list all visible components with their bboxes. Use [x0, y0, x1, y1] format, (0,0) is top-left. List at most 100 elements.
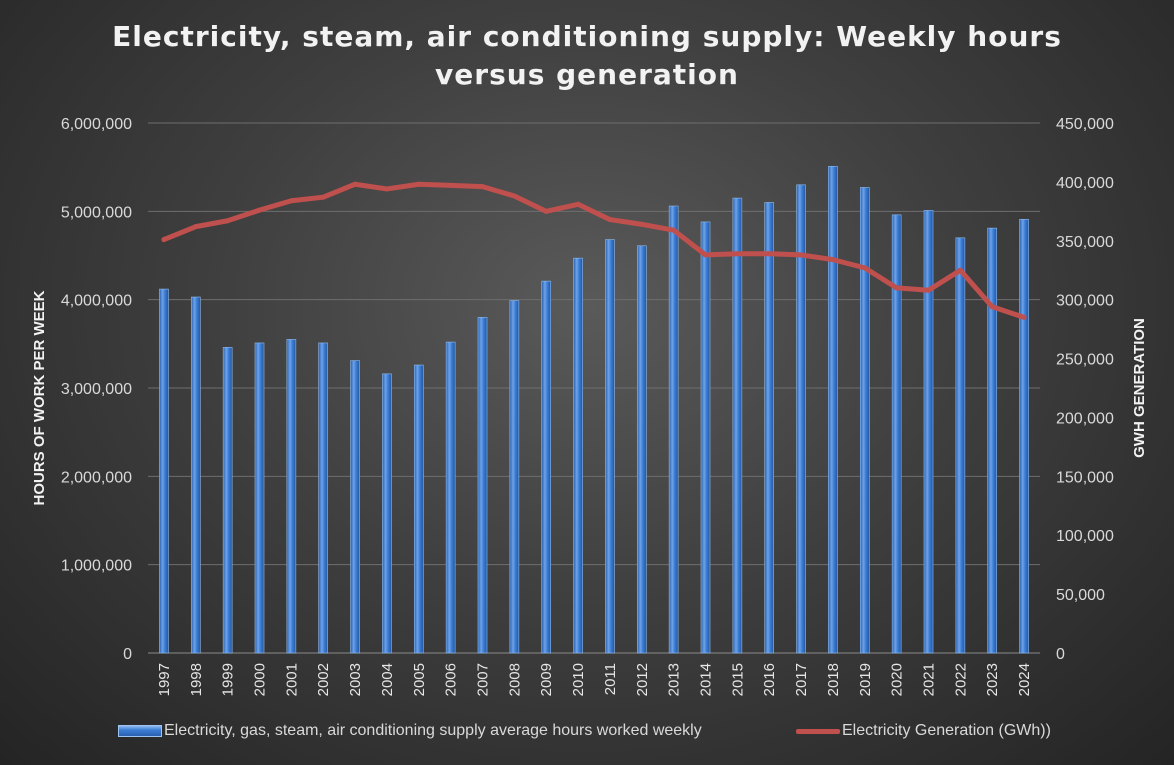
y-axis-title: HOURS OF WORK PER WEEK	[31, 290, 48, 505]
bar	[159, 288, 169, 654]
x-tick-label: 2013	[666, 663, 683, 696]
generation-point	[926, 287, 931, 293]
x-tick-label: 2022	[952, 663, 969, 696]
generation-point	[639, 221, 645, 227]
bar	[222, 347, 233, 654]
bar	[509, 300, 520, 654]
x-tick-label: 2003	[347, 663, 364, 696]
y2-tick-label: 250,000	[1056, 352, 1114, 369]
x-tick-label: 2017	[793, 663, 810, 696]
bar	[828, 165, 838, 654]
bar	[955, 237, 966, 654]
x-tick-label: 1999	[220, 663, 237, 696]
bar	[700, 221, 711, 654]
y2-tick-label: 350,000	[1056, 234, 1114, 251]
x-tick-label: 2010	[570, 663, 587, 696]
legend-item-generation: Electricity Generation (GWh))	[796, 722, 1051, 740]
x-tick-label: 2000	[252, 663, 269, 696]
chart-title: Electricity, steam, air conditioning sup…	[112, 20, 1062, 91]
y2-tick-label: 150,000	[1056, 469, 1114, 486]
y2-tick-label: 50,000	[1056, 587, 1105, 604]
x-tick-label: 2014	[698, 663, 715, 696]
y-tick-label: 5,000,000	[61, 204, 132, 221]
x-tick-label: 2016	[761, 663, 778, 696]
bar	[732, 197, 743, 654]
y2-tick-label: 100,000	[1056, 528, 1114, 545]
y2-tick-label: 400,000	[1056, 175, 1114, 192]
generation-point	[894, 285, 900, 291]
y-tick-label: 4,000,000	[61, 293, 132, 310]
bar	[382, 373, 392, 654]
bar	[891, 214, 902, 654]
bar	[350, 360, 360, 654]
x-tick-label: 2005	[411, 663, 428, 696]
generation-point	[320, 194, 326, 200]
bar	[254, 342, 265, 654]
legend-swatch-bars	[118, 725, 162, 737]
bar	[859, 187, 870, 654]
generation-line	[161, 181, 1027, 320]
bar	[318, 342, 329, 654]
bar	[477, 317, 488, 654]
x-tick-label: 1998	[188, 663, 205, 696]
legend-label-hours: Electricity, gas, steam, air conditionin…	[164, 722, 702, 739]
bar	[923, 210, 934, 654]
generation-point	[830, 257, 836, 263]
bar	[445, 341, 456, 654]
legend-label-generation: Electricity Generation (GWh))	[842, 722, 1051, 739]
bar	[573, 257, 583, 654]
bar	[668, 205, 679, 654]
x-tick-label: 2004	[379, 663, 396, 696]
x-tick-label: 2002	[315, 663, 332, 696]
x-tick-label: 2024	[1016, 663, 1033, 696]
generation-point	[448, 182, 454, 188]
x-tick-label: 2020	[889, 663, 906, 696]
x-tick-label: 2007	[475, 663, 492, 696]
y-tick-label: 6,000,000	[61, 116, 132, 133]
generation-point	[798, 252, 804, 258]
x-tick-label: 2023	[984, 663, 1001, 696]
generation-point	[225, 218, 231, 224]
x-tick-label: 2015	[729, 663, 746, 696]
y-tick-label: 3,000,000	[61, 381, 132, 398]
generation-point	[575, 201, 581, 207]
bar	[636, 245, 647, 654]
legend-swatch-line	[796, 728, 840, 734]
generation-point	[1021, 314, 1027, 320]
x-tick-label: 2018	[825, 663, 842, 696]
generation-point	[989, 304, 995, 310]
x-tick-label: 2021	[921, 663, 938, 696]
x-tick-label: 1997	[156, 663, 173, 696]
bar	[190, 296, 201, 654]
legend-item-hours: Electricity, gas, steam, air conditionin…	[118, 722, 702, 740]
generation-point	[480, 184, 485, 190]
x-tick-label: 2001	[283, 663, 300, 696]
generation-point	[543, 208, 549, 214]
y2-tick-label: 200,000	[1056, 410, 1114, 427]
x-tick-label: 2006	[443, 663, 460, 696]
x-tick-label: 2019	[857, 663, 874, 696]
bar	[1019, 218, 1029, 654]
generation-point	[161, 237, 167, 243]
bar	[541, 280, 552, 654]
x-tick-label: 2009	[538, 663, 555, 696]
generation-point	[416, 181, 422, 187]
y-tick-label: 0	[123, 646, 132, 663]
y-tick-label: 1,000,000	[61, 558, 132, 575]
bar	[987, 227, 998, 654]
generation-point	[957, 267, 963, 273]
generation-point	[671, 227, 677, 233]
generation-point	[193, 224, 199, 230]
y2-tick-label: 450,000	[1056, 116, 1114, 133]
generation-point	[384, 186, 390, 192]
legend: Electricity, gas, steam, air conditionin…	[0, 722, 1174, 748]
generation-point	[734, 251, 740, 257]
generation-point	[288, 198, 294, 204]
y2-tick-label: 0	[1056, 646, 1065, 663]
bar	[605, 239, 615, 654]
y-tick-label: 2,000,000	[61, 469, 132, 486]
x-tick-label: 2008	[506, 663, 523, 696]
y2-axis-title: GWH GENERATION	[1131, 318, 1148, 458]
generation-point	[352, 181, 358, 187]
